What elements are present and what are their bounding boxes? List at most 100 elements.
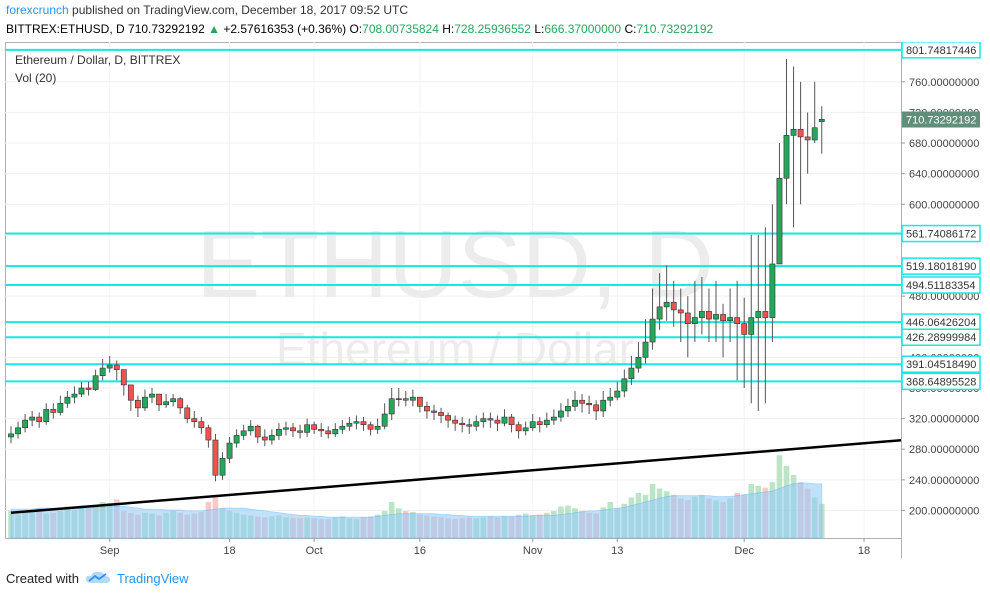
candle-down [416,396,423,413]
candle-body [416,396,423,407]
candle-down [261,429,268,447]
candle-body [452,419,459,424]
close-value: 710.73292192 [636,22,714,36]
candle-up [283,421,289,436]
trendline-layer [10,439,902,514]
published-text: published on TradingView.com, December 1… [72,3,409,17]
watermark-symbol: ETHUSD, D [196,211,713,318]
publisher-line: forexcrunch published on TradingView.com… [6,3,408,17]
candle-body [635,357,642,369]
candle-body [579,399,585,404]
price-tick-label: 600.00000000 [909,199,979,211]
candle-body [177,398,184,409]
candle-body [240,430,247,436]
candle-body [741,323,748,335]
candle-down [593,400,600,421]
candle-up [614,381,621,401]
candle-up [106,355,113,373]
price-tick-label: 240.00000000 [909,475,979,487]
candle-down [120,369,127,396]
candle-up [149,387,155,404]
candle-down [424,401,430,419]
candle-up [600,391,607,418]
candle-up [163,394,169,408]
candle-body [135,399,141,409]
candle-down [466,418,473,434]
candle-body [275,429,282,436]
candle-body [614,390,621,398]
tradingview-link[interactable]: TradingView [116,570,189,586]
candle-down [177,397,184,414]
candle-body [219,458,226,476]
candle-body [431,410,437,413]
candle-down [297,424,303,439]
candle-body [325,430,332,435]
time-tick-label: 13 [611,545,623,557]
candle-body [480,418,487,422]
price-tick-label: 640.00000000 [909,169,979,181]
candle-body [797,128,804,138]
candle-body [684,312,691,324]
candle-up [790,66,797,228]
candle-down [205,424,212,448]
candle-up [374,418,381,434]
candle-body [557,410,564,418]
candle-body [466,424,473,427]
candle-body [642,341,649,358]
candle-up [8,426,14,444]
time-tick-label: 16 [414,545,426,557]
volume-average [10,482,823,539]
footer: Created with TradingView [6,570,189,586]
candle-body [670,301,677,311]
candle-down [515,421,522,439]
level-label: 368.64895528 [906,376,976,388]
candle-body [212,439,219,476]
candle-down [50,403,57,419]
candle-down [431,404,437,421]
candle-up [621,369,628,398]
candle-body [402,398,409,401]
candle-body [720,314,726,321]
candle-up [64,391,71,408]
change-up-icon: ▲ [208,22,221,36]
low-value: 666.37000000 [544,22,622,36]
time-tick-label: Dec [734,545,754,557]
candle-body [572,399,578,407]
close-label: C: [624,22,637,36]
candle-body [706,311,712,320]
publisher-name[interactable]: forexcrunch [6,3,69,17]
price-tick-label: 680.00000000 [909,138,979,150]
candle-down [113,360,120,381]
open-label: O: [349,22,363,36]
level-label-box [901,328,981,346]
candle-up [43,403,50,425]
candle-up [226,436,233,463]
candle-up [388,387,395,421]
candle-body [36,416,43,422]
level-label-box [901,42,981,59]
candle-up [268,429,275,445]
candle-body [586,402,592,406]
candle-up [219,452,226,480]
candle-up [572,391,578,411]
candle-body [600,399,607,412]
level-label: 801.74817446 [906,45,976,57]
level-label-box [901,257,981,275]
candle-up [565,398,571,418]
candle-body [550,416,557,421]
candle-body [191,418,198,422]
time-axis: Sep 18 Oct 16 Nov 13 Dec 18 [100,538,870,557]
price-chart[interactable]: ETHUSD, D Ethereum / Dollar 200.00000000… [5,42,983,558]
candle-body [487,418,494,421]
candle-body [621,378,628,392]
candle-body [508,416,515,426]
candle-up [713,280,719,343]
candle-body [99,367,106,377]
candle-down [438,407,444,424]
candle-body [247,425,254,432]
candle-up [522,421,529,436]
price-tick-label: 320.00000000 [909,414,979,426]
candle-body [501,416,508,424]
candle-body [290,427,296,432]
candle-down [536,417,543,433]
